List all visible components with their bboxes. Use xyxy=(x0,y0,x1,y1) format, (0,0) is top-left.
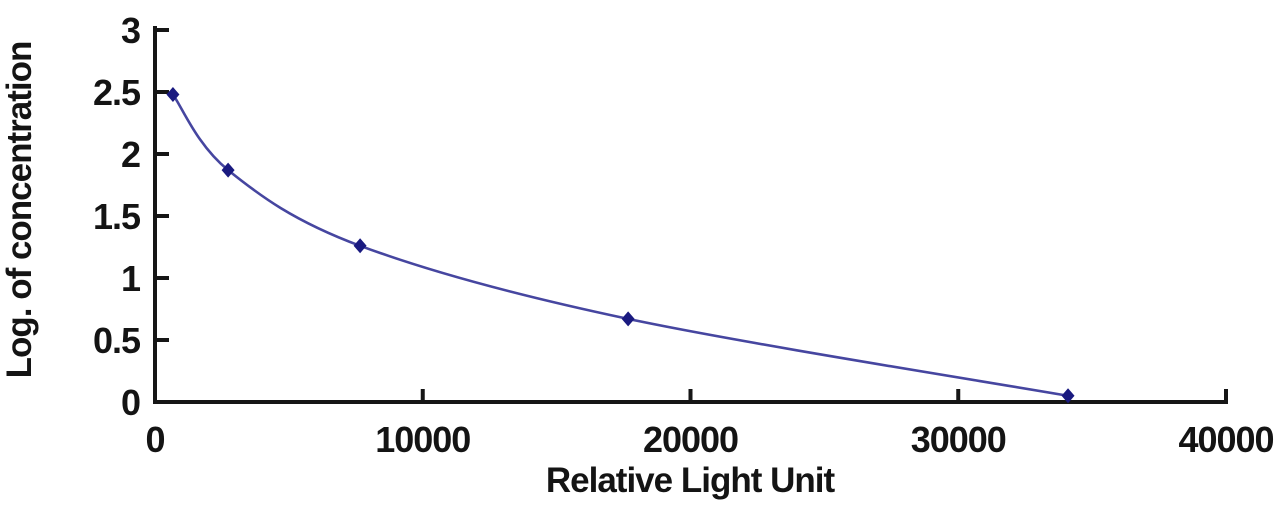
x-tick-label: 0 xyxy=(145,419,164,460)
y-tick-label: 2 xyxy=(121,134,140,175)
data-point-marker xyxy=(1061,388,1075,404)
x-tick-label: 30000 xyxy=(911,419,1006,460)
data-point-marker xyxy=(221,162,235,178)
y-tick-label: 1.5 xyxy=(93,196,141,237)
data-point-marker xyxy=(621,311,635,327)
y-tick-label: 2.5 xyxy=(93,72,141,113)
y-tick-label: 0 xyxy=(121,382,140,423)
x-tick-label: 40000 xyxy=(1178,419,1273,460)
y-axis-title: Log. of concentration xyxy=(0,41,39,379)
y-tick-label: 3 xyxy=(121,10,140,51)
y-tick-label: 1 xyxy=(121,258,141,299)
x-tick-label: 10000 xyxy=(375,419,470,460)
x-tick-label: 20000 xyxy=(643,419,738,460)
data-point-marker xyxy=(353,238,367,254)
x-axis-title: Relative Light Unit xyxy=(545,461,835,500)
standard-curve-line xyxy=(171,93,1069,398)
data-point-marker xyxy=(166,86,180,102)
y-tick-label: 0.5 xyxy=(93,320,141,361)
